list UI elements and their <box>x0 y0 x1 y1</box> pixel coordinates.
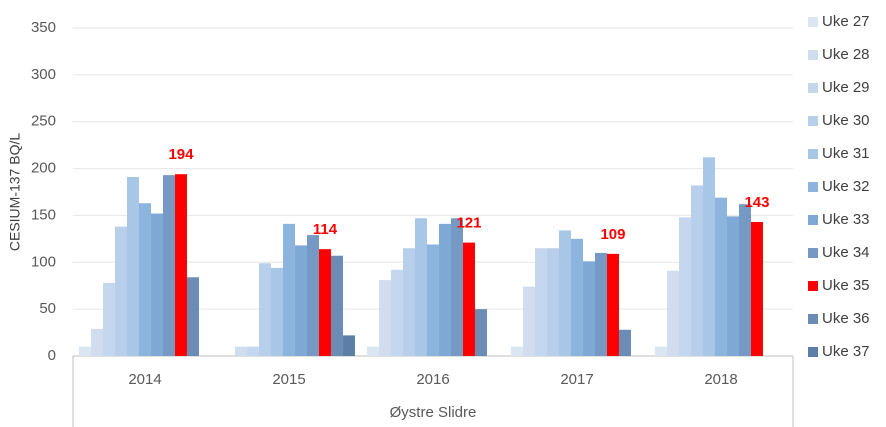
bar <box>367 346 380 356</box>
bar <box>594 252 607 356</box>
legend-label: Uke 31 <box>822 145 870 162</box>
bar <box>571 238 583 356</box>
bar <box>535 248 548 356</box>
legend-swatch <box>808 347 818 357</box>
bar <box>174 174 187 356</box>
y-tick-label: 250 <box>31 113 56 130</box>
data-label: 143 <box>744 194 769 211</box>
legend-swatch <box>808 50 818 60</box>
y-tick-label: 50 <box>39 300 56 317</box>
bar <box>738 204 751 356</box>
bar <box>306 235 319 356</box>
x-tick-label: 2017 <box>560 371 593 388</box>
bar <box>750 221 763 356</box>
legend-swatch <box>808 17 818 27</box>
bar <box>115 226 128 356</box>
legend-label: Uke 37 <box>822 343 870 360</box>
bar <box>523 286 536 356</box>
legend-label: Uke 34 <box>822 244 870 261</box>
y-tick-label: 100 <box>31 253 56 270</box>
legend-label: Uke 29 <box>822 79 870 96</box>
y-axis-label: CESIUM-137 BQ/L <box>7 133 23 251</box>
bar <box>606 253 619 356</box>
bar <box>511 346 524 356</box>
legend-label: Uke 33 <box>822 211 870 228</box>
bar <box>342 335 355 356</box>
legend-swatch <box>808 182 818 192</box>
bar <box>330 255 343 356</box>
legend-swatch <box>808 314 818 324</box>
legend-label: Uke 35 <box>822 277 870 294</box>
data-label: 121 <box>456 215 481 232</box>
bar <box>438 223 451 356</box>
bar <box>127 177 140 356</box>
bar <box>559 230 572 356</box>
x-tick-label: 2015 <box>272 371 305 388</box>
bar <box>259 263 272 356</box>
bar <box>618 329 631 356</box>
x-axis-label: Øystre Slidre <box>390 404 477 421</box>
legend-swatch <box>808 248 818 258</box>
bar <box>162 175 175 356</box>
bar <box>139 203 151 356</box>
bar <box>415 218 428 356</box>
bar <box>150 213 163 356</box>
legend-swatch <box>808 215 818 225</box>
legend-swatch <box>808 116 818 126</box>
data-label: 109 <box>600 226 625 243</box>
bar <box>703 157 716 356</box>
bar <box>582 261 595 356</box>
legend-label: Uke 30 <box>822 112 870 129</box>
legend-swatch <box>808 149 818 159</box>
y-tick-label: 200 <box>31 160 56 177</box>
y-tick-label: 300 <box>31 66 56 83</box>
bar <box>547 248 560 356</box>
legend-label: Uke 27 <box>822 13 870 30</box>
y-tick-label: 0 <box>48 347 56 364</box>
legend-label: Uke 28 <box>822 46 870 63</box>
bar <box>655 346 668 356</box>
legend-label: Uke 36 <box>822 310 870 327</box>
legend-label: Uke 32 <box>822 178 870 195</box>
bar <box>691 185 704 356</box>
bar <box>103 282 116 356</box>
bar <box>667 270 680 356</box>
x-tick-label: 2018 <box>704 371 737 388</box>
bar <box>91 328 104 356</box>
y-tick-label: 350 <box>31 19 56 36</box>
data-label: 194 <box>168 146 194 163</box>
bar <box>474 309 487 356</box>
bar <box>318 249 331 356</box>
bar <box>715 197 727 356</box>
legend-swatch <box>808 83 818 93</box>
bar <box>186 277 199 356</box>
bar <box>679 217 692 356</box>
x-tick-label: 2014 <box>128 371 161 388</box>
bar <box>462 242 475 356</box>
bar <box>283 223 295 356</box>
bar <box>271 267 284 356</box>
data-label: 114 <box>313 221 338 238</box>
bar <box>247 346 260 356</box>
bar <box>235 346 248 356</box>
bar <box>79 346 92 356</box>
bar <box>294 245 307 356</box>
bar <box>427 244 439 356</box>
bar <box>403 248 416 356</box>
bar <box>726 216 739 356</box>
legend-swatch <box>808 281 818 291</box>
bar <box>379 280 392 356</box>
y-tick-label: 150 <box>31 206 56 223</box>
bar <box>450 218 463 356</box>
bar <box>391 269 404 356</box>
x-tick-label: 2016 <box>416 371 449 388</box>
